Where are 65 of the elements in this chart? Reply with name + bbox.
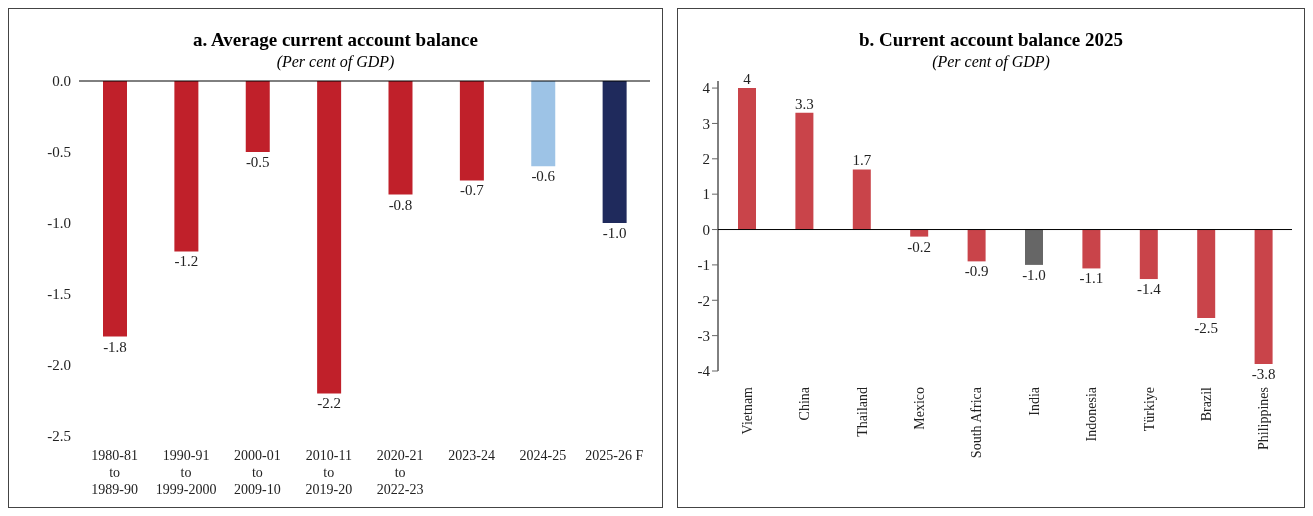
bar: [738, 88, 756, 230]
x-tick-label: 1990-91 to 1999-2000: [155, 448, 217, 497]
data-label: -1.8: [103, 338, 127, 355]
x-tick-label: 2010-11 to 2019-20: [305, 448, 353, 497]
x-tick-label: 1980-81 to 1989-90: [91, 448, 139, 497]
y-tick-label: 1: [702, 186, 710, 203]
data-label: 3.3: [795, 95, 814, 112]
bar: [967, 229, 986, 262]
x-tick-label: China: [797, 386, 813, 421]
y-tick-label: -0.5: [47, 144, 71, 161]
data-label: -0.5: [245, 154, 270, 170]
y-tick-label: 0.0: [52, 73, 71, 90]
data-label: -1.2: [174, 253, 199, 270]
x-tick-label: Thailand: [854, 387, 870, 437]
y-tick-label: -4: [697, 363, 711, 380]
x-tick-label: 2024-25: [519, 448, 567, 463]
chart-title: b. Current account balance 2025: [857, 29, 1125, 51]
data-label: -1.1: [1079, 270, 1104, 287]
y-tick-label: 4: [702, 80, 711, 97]
data-label: -0.2: [907, 238, 932, 255]
y-tick-label: -1.5: [47, 286, 71, 303]
bar: [852, 169, 871, 230]
x-tick-label: Türkiye: [1141, 387, 1157, 432]
data-label: -1.0: [602, 225, 627, 241]
x-tick-label: South Africa: [969, 386, 985, 459]
y-tick-label: -2: [697, 292, 710, 309]
data-label: -0.9: [964, 263, 989, 280]
bar: [1082, 229, 1101, 269]
y-tick-label: -1.0: [47, 215, 71, 232]
bar: [1254, 229, 1273, 364]
chart-title: a. Average current account balance: [192, 29, 479, 51]
data-label: -0.6: [531, 168, 556, 185]
bar: [1139, 229, 1158, 280]
y-tick-label: -2.5: [47, 428, 71, 445]
chart-subtitle: (Per cent of GDP): [275, 53, 396, 71]
bar: [1197, 229, 1216, 318]
data-label: 4: [743, 71, 752, 88]
y-tick-label: -1: [697, 257, 710, 274]
data-label: 1.7: [852, 152, 872, 169]
y-tick-label: 2: [702, 151, 710, 168]
data-label: -3.8: [1251, 365, 1276, 382]
bar: [795, 112, 814, 230]
data-label: -2.2: [317, 395, 341, 412]
data-label: -1.0: [1022, 266, 1046, 283]
x-tick-label: Philippines: [1256, 387, 1272, 451]
x-tick-label: 2000-01 to 2009-10: [234, 448, 281, 497]
x-tick-label: Indonesia: [1084, 386, 1100, 442]
data-label: -1.4: [1136, 281, 1162, 298]
chart-subtitle: (Per cent of GDP): [931, 53, 1051, 71]
y-tick-label: 0: [702, 221, 710, 238]
x-tick-label: 2020-21 to 2022-23: [376, 448, 424, 497]
data-label: -0.7: [460, 182, 485, 199]
bar: [1025, 229, 1043, 265]
x-tick-label: Mexico: [911, 387, 927, 430]
y-tick-label: -3: [697, 327, 710, 344]
x-tick-label: Vietnam: [739, 386, 755, 435]
x-tick-label: 2025-26 F: [585, 448, 644, 463]
y-tick-label: -2.0: [47, 357, 71, 374]
x-tick-label: India: [1026, 386, 1042, 416]
y-tick-label: 3: [702, 115, 710, 132]
data-label: -2.5: [1194, 319, 1219, 336]
x-tick-label: Brazil: [1198, 386, 1214, 422]
x-tick-label: 2023-24: [448, 448, 495, 463]
bar: [910, 229, 929, 237]
data-label: -0.8: [388, 196, 413, 213]
